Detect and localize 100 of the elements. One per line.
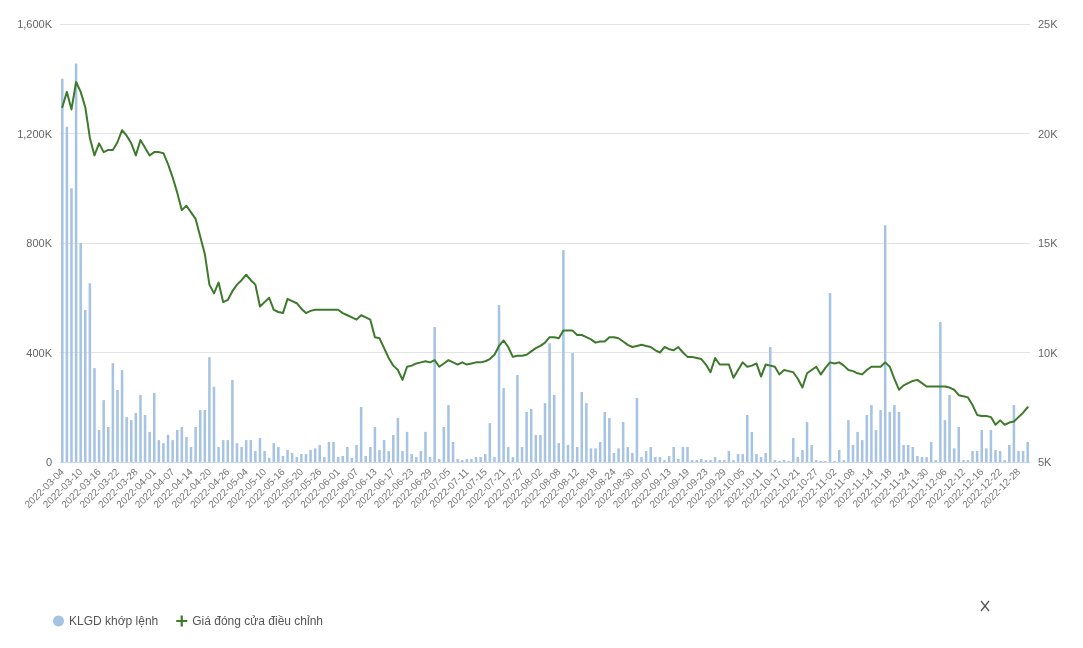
y-tick-label: 800K <box>26 237 53 249</box>
bar <box>654 457 657 462</box>
bar <box>1008 445 1011 462</box>
legend-label: Giá đóng cửa điều chỉnh <box>192 614 324 628</box>
bar <box>502 388 505 462</box>
bar <box>585 403 588 462</box>
bar <box>107 426 110 462</box>
bar <box>594 448 597 462</box>
bar <box>640 457 643 462</box>
bar <box>277 446 280 462</box>
bar <box>1017 451 1020 462</box>
bar <box>70 188 73 462</box>
bar <box>994 449 997 462</box>
bar <box>902 445 905 462</box>
bar <box>79 243 82 462</box>
bar <box>433 327 436 462</box>
bar <box>217 446 220 462</box>
bar <box>194 426 197 462</box>
bar <box>263 451 266 462</box>
bar <box>286 449 289 462</box>
bar <box>801 449 804 462</box>
bar <box>410 454 413 462</box>
bar <box>332 442 335 462</box>
bar <box>764 452 767 462</box>
bar <box>985 448 988 462</box>
bar <box>686 446 689 462</box>
bar <box>631 452 634 462</box>
bar <box>548 343 551 462</box>
bar <box>300 454 303 462</box>
bar <box>479 457 482 462</box>
bar <box>387 451 390 462</box>
bar <box>700 458 703 462</box>
bar <box>603 411 607 462</box>
bar <box>309 449 312 462</box>
bar <box>470 458 473 462</box>
bar <box>957 426 961 462</box>
bar <box>741 454 744 462</box>
y-tick-label: 1,600K <box>17 18 53 30</box>
bar <box>516 374 519 462</box>
y-tick-label: 400K <box>26 346 53 359</box>
bar <box>649 446 652 462</box>
bar <box>378 449 381 462</box>
bar <box>84 310 87 462</box>
bar <box>755 454 758 462</box>
bar <box>493 457 496 462</box>
bar <box>152 393 156 462</box>
legend-label: KLGD khớp lệnh <box>69 614 159 628</box>
bar <box>980 429 983 462</box>
bar <box>129 420 133 462</box>
bar <box>870 405 873 462</box>
bar <box>162 443 165 462</box>
bar <box>424 431 427 462</box>
bar <box>617 448 620 462</box>
bar <box>369 446 372 462</box>
bar <box>1026 442 1029 462</box>
bar <box>677 458 680 462</box>
bar <box>847 420 850 462</box>
bar <box>355 445 358 462</box>
bar <box>791 437 795 462</box>
bar <box>231 379 234 462</box>
y-tick-label: 1,200K <box>17 127 53 140</box>
bar <box>438 458 441 462</box>
y2-tick-label: 5K <box>1038 456 1053 468</box>
bar <box>971 451 974 462</box>
bar <box>148 431 151 462</box>
bar <box>185 437 188 462</box>
bar <box>61 78 64 462</box>
bar <box>323 457 326 462</box>
bar <box>456 458 459 462</box>
bar <box>746 414 749 462</box>
bar <box>102 400 105 462</box>
bar <box>916 455 919 462</box>
y2-tick-label: 10K <box>1038 346 1059 359</box>
bar <box>240 446 243 462</box>
bar <box>254 451 257 462</box>
bar <box>125 417 128 462</box>
bar <box>856 431 859 462</box>
y2-tick-label: 20K <box>1038 127 1059 140</box>
bar <box>415 457 418 462</box>
bar <box>948 394 951 462</box>
bar <box>116 390 119 462</box>
bar <box>893 405 896 462</box>
bar <box>346 446 349 462</box>
bar <box>401 451 404 462</box>
bar <box>171 440 174 462</box>
bar <box>364 455 367 462</box>
bar <box>392 434 395 462</box>
bar <box>525 411 528 462</box>
bar <box>879 409 882 462</box>
bar <box>483 454 487 462</box>
y-tick-label: 0 <box>45 456 52 468</box>
bar <box>626 446 630 462</box>
bar <box>608 417 611 462</box>
bar <box>341 455 344 462</box>
bar <box>447 405 450 462</box>
bar <box>672 446 675 462</box>
bar <box>208 357 211 462</box>
bar <box>318 445 321 462</box>
bar <box>93 368 96 462</box>
bar <box>139 394 142 462</box>
